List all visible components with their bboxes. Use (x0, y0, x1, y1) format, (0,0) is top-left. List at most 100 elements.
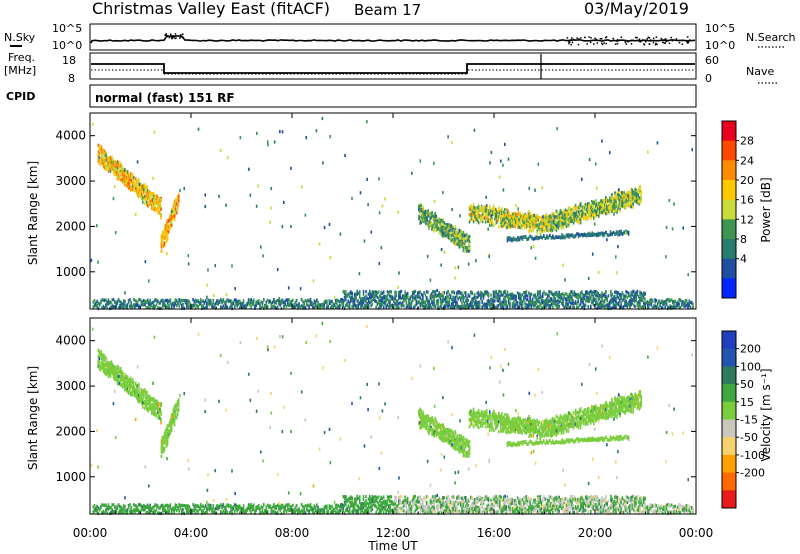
power-cell (247, 299, 250, 304)
power-cell (283, 301, 285, 305)
power-cell (498, 209, 500, 213)
power-cell (570, 217, 573, 221)
power-cell (517, 238, 519, 242)
power-cell (390, 290, 393, 294)
power-cell (374, 299, 376, 303)
power-cell (545, 213, 548, 217)
power-cell (114, 164, 117, 169)
power-cell (188, 304, 191, 308)
power-cell (158, 206, 160, 210)
power-cell (495, 207, 497, 212)
power-cell (494, 213, 496, 218)
power-cell (261, 301, 264, 305)
power-cell (479, 208, 482, 212)
power-cell (621, 199, 623, 204)
power-cell (237, 299, 240, 303)
power-cell (574, 217, 577, 221)
power-cell (150, 201, 152, 206)
power-cell (338, 305, 341, 309)
power-cell (528, 215, 530, 219)
power-cell (558, 220, 561, 224)
power-cell (111, 167, 114, 171)
power-cell (221, 306, 223, 310)
power-cell (571, 295, 573, 300)
power-cell (461, 241, 464, 245)
power-cell (177, 192, 180, 197)
power-cell (339, 298, 342, 302)
power-cell (504, 213, 506, 217)
power-cell (100, 301, 102, 305)
power-cell (577, 220, 580, 224)
power-cell (463, 237, 466, 241)
power-cell (319, 306, 322, 310)
noise-search-point (668, 42, 671, 45)
power-cell (572, 299, 574, 303)
power-cell (352, 303, 355, 307)
noise-search-point (571, 37, 573, 39)
power-cell (570, 214, 573, 218)
power-cell (281, 299, 284, 303)
power-cell (339, 300, 342, 304)
power-cell (222, 298, 225, 302)
power-cell (501, 218, 503, 222)
power-cell (510, 215, 512, 220)
power-cell (530, 293, 533, 297)
power-cell (295, 303, 298, 307)
power-cell (570, 233, 572, 237)
power-cell (632, 190, 634, 194)
power-cell (310, 301, 313, 306)
noise-sky-point (182, 36, 184, 39)
power-cell (420, 217, 422, 221)
power-cell (165, 229, 168, 233)
noise-search-point (624, 39, 627, 42)
power-cell (143, 183, 145, 187)
power-cell (609, 196, 611, 200)
power-cell (456, 294, 458, 298)
power-cell (620, 295, 622, 299)
power-cell (173, 210, 176, 214)
power-cell (509, 305, 511, 309)
power-cell (323, 305, 326, 309)
power-cell (106, 306, 109, 310)
power-cell (468, 248, 471, 252)
power-cell (616, 192, 618, 196)
power-cell (93, 302, 96, 307)
power-cell (130, 301, 132, 305)
power-cell (370, 295, 372, 300)
power-cell (155, 208, 157, 212)
power-cell (566, 209, 569, 213)
power-cell (558, 304, 560, 308)
power-cell (547, 220, 550, 224)
power-cell (540, 227, 543, 231)
power-cell (469, 204, 472, 208)
power-cell (554, 222, 557, 226)
power-cell (553, 212, 556, 216)
power-cell (496, 211, 498, 215)
power-cell (369, 295, 371, 299)
power-cell (637, 196, 640, 200)
power-cell (584, 203, 587, 207)
power-cell (179, 298, 182, 303)
power-cell (161, 238, 164, 242)
power-cell (631, 195, 633, 199)
power-cell (487, 211, 490, 216)
power-cell (527, 224, 529, 229)
noise-search-point (647, 36, 650, 39)
power-cell (564, 219, 567, 223)
power-cell (472, 220, 475, 224)
power-cell (488, 211, 491, 215)
power-cell (440, 227, 443, 231)
power-cell (297, 304, 299, 308)
power-cell (365, 294, 367, 298)
power-cell (583, 203, 586, 207)
power-cell (492, 206, 495, 210)
power-cell (585, 215, 588, 220)
power-cell (126, 303, 129, 307)
power-cell (375, 293, 377, 298)
power-cell (165, 232, 168, 236)
power-cell (369, 290, 371, 294)
noise-search-point (627, 41, 629, 43)
power-cell (424, 215, 426, 220)
noise-search-point (641, 39, 644, 41)
power-cell (454, 225, 457, 229)
